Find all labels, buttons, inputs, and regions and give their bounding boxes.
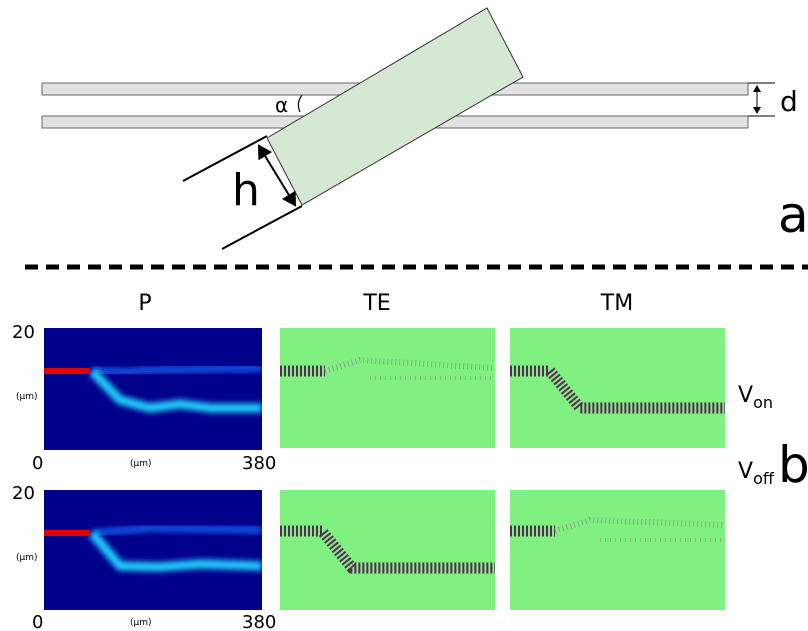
x-min-label: 0 (32, 612, 43, 631)
alpha-label: α (275, 93, 288, 117)
h-label: h (232, 165, 260, 216)
field-tm-on (510, 328, 725, 448)
column-title: TM (600, 291, 633, 316)
x-unit-label: (μm) (130, 618, 152, 628)
figure: α d h a P TE TM (0, 0, 808, 631)
panel-label: b (778, 436, 808, 494)
angle-arc (298, 95, 302, 112)
field-te-off (280, 490, 495, 610)
field-tm-off (510, 490, 725, 610)
x-max-label: 380 (242, 612, 276, 631)
x-unit-label: (μm) (130, 459, 152, 469)
electrode (267, 8, 523, 205)
v-subscript: on (753, 393, 773, 412)
y-max-label: 20 (12, 322, 35, 343)
v-subscript: off (753, 469, 775, 488)
field-p-on (44, 328, 262, 450)
row-label: Von (738, 383, 773, 412)
x-max-label: 380 (242, 453, 276, 474)
panel-label: a (778, 186, 808, 244)
v-label: V (738, 383, 753, 408)
column-title: TE (362, 291, 390, 316)
diagram-a: α d h a (42, 8, 808, 249)
y-max-label: 20 (12, 483, 35, 504)
y-unit-label: (μm) (16, 553, 38, 563)
row-label: Voff (738, 459, 775, 488)
y-unit-label: (μm) (16, 392, 38, 402)
v-label: V (738, 459, 753, 484)
column-title: P (138, 291, 151, 316)
x-min-label: 0 (32, 453, 43, 474)
d-label: d (780, 85, 798, 118)
field-te-on (280, 328, 495, 448)
field-p-off (44, 490, 262, 610)
